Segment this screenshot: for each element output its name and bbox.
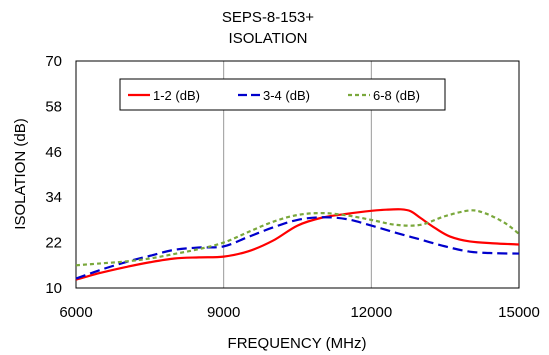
- y-tick-label: 58: [45, 98, 62, 115]
- x-tick-label: 6000: [59, 304, 92, 321]
- x-axis-label: FREQUENCY (MHz): [228, 335, 367, 352]
- legend: 1-2 (dB) 3-4 (dB) 6-8 (dB): [119, 78, 446, 111]
- y-tick-label: 22: [45, 235, 62, 252]
- legend-label-3-4: 3-4 (dB): [263, 88, 310, 103]
- legend-box: [119, 78, 446, 111]
- series-line-1-2: [75, 208, 520, 281]
- y-tick-label: 34: [45, 189, 62, 206]
- y-axis-label: ISOLATION (dB): [12, 118, 29, 229]
- series-layer: [75, 208, 520, 281]
- x-tick-label: 12000: [350, 304, 392, 321]
- y-tick-label: 46: [45, 144, 62, 161]
- legend-label-1-2: 1-2 (dB): [153, 88, 200, 103]
- series-line-3-4: [75, 216, 520, 280]
- y-tick-labels: 10 22 34 46 58 70: [45, 53, 62, 297]
- x-tick-label: 9000: [207, 304, 240, 321]
- chart-title-line-1: SEPS-8-153+: [222, 9, 314, 26]
- plot-area-frame: [75, 60, 520, 289]
- x-tick-label: 15000: [498, 304, 540, 321]
- y-tick-label: 10: [45, 280, 62, 297]
- y-tick-label: 70: [45, 53, 62, 70]
- series-line-6-8: [75, 209, 520, 267]
- x-tick-labels: 6000 9000 12000 15000: [59, 304, 540, 321]
- legend-label-6-8: 6-8 (dB): [373, 88, 420, 103]
- chart-title-line-2: ISOLATION: [229, 30, 308, 47]
